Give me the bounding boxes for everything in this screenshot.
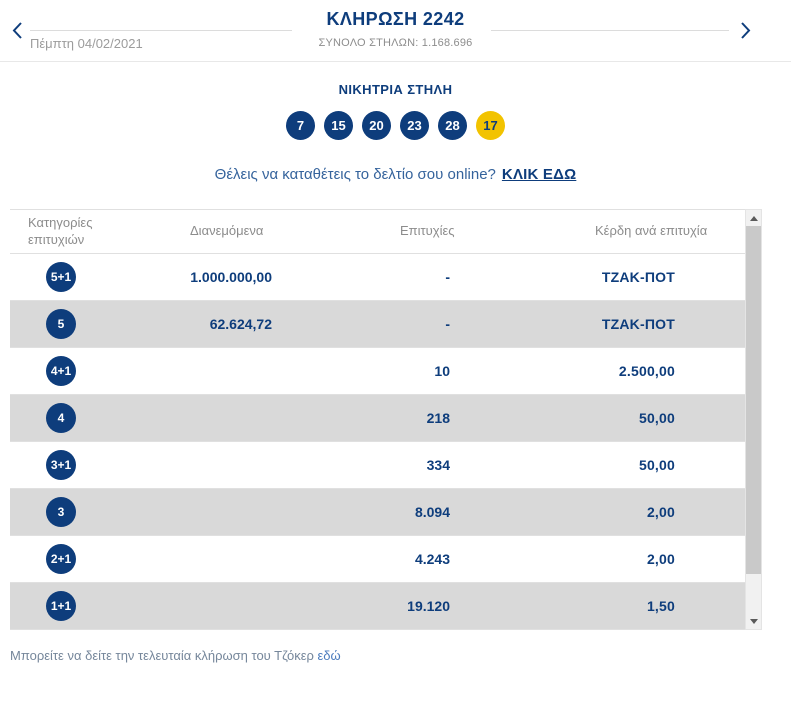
successes-cell: 334 bbox=[320, 441, 505, 489]
category-cell: 4 bbox=[10, 394, 130, 442]
successes-cell: 4.243 bbox=[320, 535, 505, 583]
successes-cell: 8.094 bbox=[320, 488, 505, 536]
category-badge: 5+1 bbox=[46, 262, 76, 292]
category-cell: 5+1 bbox=[10, 253, 130, 301]
category-cell: 3+1 bbox=[10, 441, 130, 489]
category-cell: 5 bbox=[10, 300, 130, 348]
table-scrollbar[interactable] bbox=[745, 209, 762, 630]
prize-cell: 50,00 bbox=[505, 394, 745, 442]
distributed-cell: 62.624,72 bbox=[130, 300, 320, 348]
category-cell: 2+1 bbox=[10, 535, 130, 583]
successes-cell: 19.120 bbox=[320, 582, 505, 630]
previous-draw-button[interactable] bbox=[12, 21, 23, 40]
chevron-right-icon bbox=[741, 22, 751, 39]
distributed-cell bbox=[130, 394, 320, 442]
successes-cell: 10 bbox=[320, 347, 505, 395]
scrollbar-thumb[interactable] bbox=[746, 226, 761, 575]
footer-text: Μπορείτε να δείτε την τελευταία κλήρωση … bbox=[10, 648, 314, 663]
successes-cell: - bbox=[320, 300, 505, 348]
winning-number-ball: 28 bbox=[438, 111, 467, 140]
table-row: 4+1 10 2.500,00 bbox=[10, 347, 745, 395]
chevron-left-icon bbox=[12, 22, 22, 39]
table-row: 3 8.094 2,00 bbox=[10, 488, 745, 536]
header-divider-left bbox=[30, 30, 292, 31]
prize-cell: 50,00 bbox=[505, 441, 745, 489]
results-table-wrap: Κατηγορίες επιτυχιών Διανεμόμενα Επιτυχί… bbox=[10, 209, 745, 630]
joker-number-ball: 17 bbox=[476, 111, 505, 140]
prize-cell: 2,00 bbox=[505, 535, 745, 583]
online-cta: Θέλεις να καταθέτεις το δελτίο σου onlin… bbox=[0, 166, 791, 183]
winning-number-ball: 7 bbox=[286, 111, 315, 140]
category-badge: 5 bbox=[46, 309, 76, 339]
col-header-successes: Επιτυχίες bbox=[320, 209, 505, 254]
distributed-cell: 1.000.000,00 bbox=[130, 253, 320, 301]
category-badge: 2+1 bbox=[46, 544, 76, 574]
cta-link[interactable]: ΚΛΙΚ ΕΔΩ bbox=[501, 166, 577, 183]
prize-cell: 2.500,00 bbox=[505, 347, 745, 395]
category-badge: 3 bbox=[46, 497, 76, 527]
col-header-prize: Κέρδη ανά επιτυχία bbox=[505, 209, 745, 254]
prize-cell: 1,50 bbox=[505, 582, 745, 630]
winning-number-ball: 15 bbox=[324, 111, 353, 140]
prize-cell: ΤΖΑΚ-ΠΟΤ bbox=[505, 300, 745, 348]
draw-header: ΚΛΗΡΩΣΗ 2242 ΣΥΝΟΛΟ ΣΤΗΛΩΝ: 1.168.696 Πέ… bbox=[0, 0, 791, 62]
successes-cell: 218 bbox=[320, 394, 505, 442]
results-table: Κατηγορίες επιτυχιών Διανεμόμενα Επιτυχί… bbox=[10, 209, 745, 630]
category-cell: 1+1 bbox=[10, 582, 130, 630]
footer-link[interactable]: εδώ bbox=[317, 648, 341, 663]
total-columns-label: ΣΥΝΟΛΟ ΣΤΗΛΩΝ: 1.168.696 bbox=[318, 37, 473, 49]
header-divider-right bbox=[491, 30, 729, 31]
table-row: 1+1 19.120 1,50 bbox=[10, 582, 745, 630]
category-badge: 4 bbox=[46, 403, 76, 433]
prize-cell: ΤΖΑΚ-ΠΟΤ bbox=[505, 253, 745, 301]
draw-title-block: ΚΛΗΡΩΣΗ 2242 ΣΥΝΟΛΟ ΣΤΗΛΩΝ: 1.168.696 bbox=[319, 9, 473, 49]
draw-date: Πέμπτη 04/02/2021 bbox=[30, 36, 143, 51]
winning-column-label: ΝΙΚΗΤΡΙΑ ΣΤΗΛΗ bbox=[338, 82, 453, 97]
next-draw-button[interactable] bbox=[740, 21, 751, 40]
distributed-cell bbox=[130, 488, 320, 536]
table-row: 5 62.624,72- ΤΖΑΚ-ΠΟΤ bbox=[10, 300, 745, 348]
distributed-cell bbox=[130, 347, 320, 395]
table-row: 2+1 4.243 2,00 bbox=[10, 535, 745, 583]
col-header-categories: Κατηγορίες επιτυχιών bbox=[10, 209, 130, 254]
footer-note: Μπορείτε να δείτε την τελευταία κλήρωση … bbox=[10, 648, 791, 663]
results-section: Κατηγορίες επιτυχιών Διανεμόμενα Επιτυχί… bbox=[10, 209, 791, 630]
table-row: 3+1 334 50,00 bbox=[10, 441, 745, 489]
category-badge: 1+1 bbox=[46, 591, 76, 621]
distributed-cell bbox=[130, 582, 320, 630]
scrollbar-down-icon[interactable] bbox=[746, 613, 761, 629]
scrollbar-up-icon[interactable] bbox=[746, 210, 761, 226]
winning-number-ball: 20 bbox=[362, 111, 391, 140]
winning-numbers: 7 15 20 23 28 17 bbox=[0, 111, 791, 140]
cta-question: Θέλεις να καταθέτεις το δελτίο σου onlin… bbox=[214, 166, 496, 183]
col-header-distributed: Διανεμόμενα bbox=[130, 209, 320, 254]
results-table-body: 5+1 1.000.000,00- ΤΖΑΚ-ΠΟΤ 5 62.624,72- ΤΖΑΚ-… bbox=[10, 253, 745, 630]
prize-cell: 2,00 bbox=[505, 488, 745, 536]
draw-title: ΚΛΗΡΩΣΗ 2242 bbox=[326, 9, 465, 29]
table-row: 4 218 50,00 bbox=[10, 394, 745, 442]
table-header-row: Κατηγορίες επιτυχιών Διανεμόμενα Επιτυχί… bbox=[10, 209, 745, 254]
category-cell: 3 bbox=[10, 488, 130, 536]
winning-number-ball: 23 bbox=[400, 111, 429, 140]
category-cell: 4+1 bbox=[10, 347, 130, 395]
table-row: 5+1 1.000.000,00- ΤΖΑΚ-ΠΟΤ bbox=[10, 253, 745, 301]
category-badge: 4+1 bbox=[46, 356, 76, 386]
successes-cell: - bbox=[320, 253, 505, 301]
distributed-cell bbox=[130, 535, 320, 583]
category-badge: 3+1 bbox=[46, 450, 76, 480]
scrollbar-track[interactable] bbox=[746, 226, 761, 613]
distributed-cell bbox=[130, 441, 320, 489]
